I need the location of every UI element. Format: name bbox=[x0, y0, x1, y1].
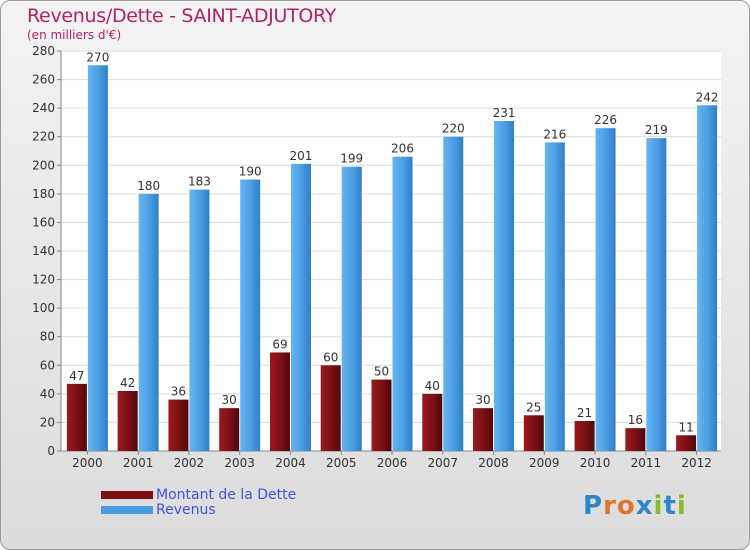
logo-letter: r bbox=[603, 491, 617, 521]
bar-dette bbox=[676, 435, 697, 451]
data-label-revenus: 201 bbox=[290, 149, 313, 163]
bar-revenus bbox=[544, 142, 565, 451]
data-label-dette: 25 bbox=[526, 400, 541, 414]
bar-revenus bbox=[595, 128, 616, 451]
bar-dette bbox=[371, 379, 392, 451]
data-label-revenus: 180 bbox=[137, 179, 160, 193]
y-tick-label: 60 bbox=[40, 358, 55, 372]
data-label-dette: 30 bbox=[222, 393, 237, 407]
y-tick-label: 100 bbox=[32, 301, 55, 315]
bar-dette bbox=[574, 421, 595, 451]
legend-item-dette: Montant de la Dette bbox=[101, 486, 297, 503]
x-tick-label: 2005 bbox=[326, 456, 357, 470]
y-tick-label: 80 bbox=[40, 330, 55, 344]
x-tick-label: 2000 bbox=[72, 456, 103, 470]
data-label-revenus: 220 bbox=[442, 122, 465, 136]
data-label-dette: 50 bbox=[374, 365, 389, 379]
bar-revenus bbox=[240, 179, 261, 452]
bar-dette bbox=[168, 399, 189, 451]
data-label-dette: 21 bbox=[577, 406, 592, 420]
data-label-revenus: 242 bbox=[696, 90, 719, 104]
bar-revenus bbox=[290, 163, 311, 451]
data-label-revenus: 270 bbox=[86, 50, 109, 64]
chart-title: Revenus/Dette - SAINT-ADJUTORY bbox=[27, 5, 337, 27]
bar-revenus bbox=[697, 105, 718, 452]
legend-label-revenus: Revenus bbox=[156, 501, 216, 518]
y-tick-label: 280 bbox=[32, 44, 55, 58]
x-tick-label: 2006 bbox=[377, 456, 408, 470]
legend-swatch-revenus bbox=[101, 505, 153, 514]
data-label-revenus: 183 bbox=[188, 175, 211, 189]
logo-letter: x bbox=[635, 491, 654, 521]
bar-dette bbox=[422, 393, 443, 451]
logo-letter: t bbox=[663, 491, 677, 521]
data-label-dette: 69 bbox=[272, 337, 287, 351]
data-label-revenus: 231 bbox=[493, 106, 516, 120]
bar-revenus bbox=[189, 189, 210, 452]
data-label-revenus: 226 bbox=[594, 113, 617, 127]
data-label-dette: 30 bbox=[475, 393, 490, 407]
x-tick-label: 2004 bbox=[275, 456, 306, 470]
logo-letter: o bbox=[616, 491, 636, 521]
bar-revenus bbox=[341, 166, 362, 451]
y-tick-label: 220 bbox=[32, 130, 55, 144]
y-tick-label: 0 bbox=[47, 444, 55, 458]
data-label-revenus: 199 bbox=[340, 152, 363, 166]
data-label-dette: 60 bbox=[323, 350, 338, 364]
y-tick-label: 200 bbox=[32, 158, 55, 172]
x-tick-label: 2007 bbox=[427, 456, 458, 470]
logo-letter: i bbox=[676, 491, 687, 521]
chart-legend: Montant de la Dette Revenus bbox=[101, 486, 297, 518]
data-label-dette: 42 bbox=[120, 376, 135, 390]
bar-revenus bbox=[138, 193, 159, 451]
bar-dette bbox=[269, 352, 290, 451]
y-tick-label: 260 bbox=[32, 73, 55, 87]
bar-revenus bbox=[646, 138, 667, 451]
legend-item-revenus: Revenus bbox=[101, 501, 296, 518]
data-label-dette: 36 bbox=[171, 385, 186, 399]
data-label-revenus: 219 bbox=[645, 123, 668, 137]
bar-revenus bbox=[87, 65, 108, 452]
legend-swatch-dette bbox=[101, 490, 153, 499]
data-label-dette: 11 bbox=[678, 420, 693, 434]
logo-letter: i bbox=[653, 491, 664, 521]
bar-dette bbox=[625, 428, 646, 451]
x-tick-label: 2001 bbox=[123, 456, 154, 470]
bar-dette bbox=[66, 383, 87, 451]
x-tick-label: 2010 bbox=[580, 456, 611, 470]
data-label-revenus: 190 bbox=[239, 165, 262, 179]
bar-dette bbox=[219, 408, 240, 451]
data-label-dette: 16 bbox=[628, 413, 643, 427]
data-label-revenus: 216 bbox=[543, 127, 566, 141]
logo-letter: P bbox=[583, 491, 604, 521]
x-tick-label: 2011 bbox=[631, 456, 662, 470]
bar-revenus bbox=[443, 136, 464, 451]
x-tick-label: 2012 bbox=[681, 456, 712, 470]
y-tick-label: 20 bbox=[40, 415, 55, 429]
y-tick-label: 140 bbox=[32, 244, 55, 258]
y-tick-label: 120 bbox=[32, 273, 55, 287]
legend-label-dette: Montant de la Dette bbox=[156, 486, 297, 503]
x-tick-label: 2002 bbox=[174, 456, 205, 470]
bar-dette bbox=[523, 415, 544, 451]
data-label-dette: 47 bbox=[69, 369, 84, 383]
y-tick-label: 40 bbox=[40, 387, 55, 401]
bar-revenus bbox=[494, 121, 515, 451]
bar-dette bbox=[473, 408, 494, 451]
y-tick-label: 240 bbox=[32, 101, 55, 115]
x-tick-label: 2009 bbox=[529, 456, 560, 470]
data-label-revenus: 206 bbox=[391, 142, 414, 156]
proxiti-logo: Proxiti bbox=[583, 491, 687, 521]
x-tick-label: 2003 bbox=[224, 456, 255, 470]
data-label-dette: 40 bbox=[425, 379, 440, 393]
y-tick-label: 180 bbox=[32, 187, 55, 201]
y-tick-label: 160 bbox=[32, 215, 55, 229]
chart-subtitle: (en milliers d'€) bbox=[27, 28, 122, 42]
bar-dette bbox=[117, 391, 138, 451]
x-tick-label: 2008 bbox=[478, 456, 509, 470]
bar-revenus bbox=[392, 156, 413, 451]
bar-dette bbox=[320, 365, 341, 451]
